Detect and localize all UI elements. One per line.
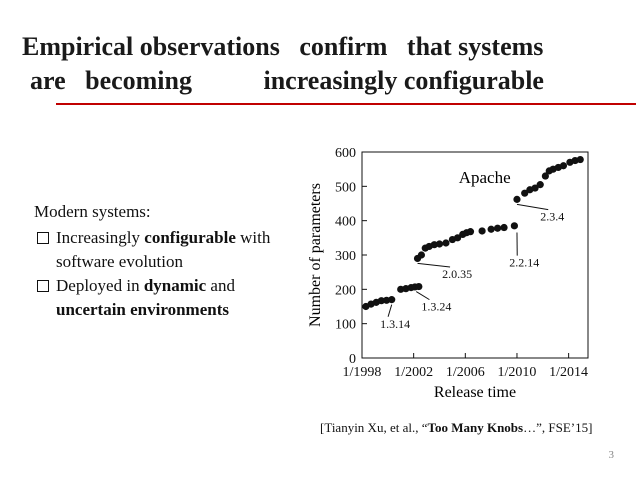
data-point: [478, 227, 486, 235]
x-tick-label: 1/2010: [498, 365, 537, 380]
data-point: [453, 234, 462, 242]
checkbox-bullet-icon: [37, 232, 49, 244]
slide-title-line-1: Empirical observations confirm that syst…: [22, 32, 544, 61]
annotation-label: 2.0.35: [442, 267, 472, 281]
data-point: [510, 222, 518, 230]
x-tick-label: 1/2014: [549, 365, 588, 380]
data-point: [559, 162, 568, 170]
annotation-arrow: [516, 203, 549, 211]
annotation-arrow: [415, 291, 430, 301]
bullet-text: Deployed in dynamic and uncertain enviro…: [56, 276, 235, 319]
annotation-label: 2.2.14: [509, 256, 539, 270]
chart-title: Apache: [459, 168, 511, 187]
annotation-label: 1.3.14: [380, 317, 410, 331]
y-tick-label: 100: [335, 318, 356, 333]
y-tick-label: 600: [335, 146, 356, 161]
chart-ticks: 0 100 200 300 400 500 600 1/1998 1/2002 1/2006 1/2…: [335, 146, 588, 380]
bullet-lead: Modern systems:: [34, 202, 151, 221]
x-tick-label: 1/2002: [394, 365, 433, 380]
data-point: [513, 195, 521, 203]
data-point: [536, 181, 544, 189]
apache-parameters-chart: 0 100 200 300 400 500 600 1/1998 1/2002 1/2006 1/2…: [307, 146, 589, 401]
y-tick-label: 300: [335, 249, 356, 264]
citation: [Tianyin Xu, et al., “Too Many Knobs…”, …: [320, 420, 593, 435]
bullet-text: Increasingly configurable with software …: [56, 228, 271, 271]
data-point: [494, 224, 502, 232]
y-axis-label: Number of parameters: [307, 183, 324, 327]
data-point: [415, 282, 423, 291]
y-tick-label: 400: [335, 215, 356, 230]
slide-title-line-2: are becoming increasingly configurable: [30, 66, 544, 95]
y-tick-label: 500: [335, 180, 356, 195]
checkbox-bullet-icon: [37, 280, 49, 292]
bullet-item-configurable: Increasingly configurable with software …: [34, 226, 294, 274]
x-tick-label: 1/2006: [446, 365, 485, 380]
y-tick-label: 200: [335, 283, 356, 298]
data-point: [521, 189, 529, 197]
y-tick-label: 0: [349, 352, 356, 367]
data-point: [377, 297, 385, 305]
data-point: [531, 184, 539, 192]
chart-annotations: 1.3.14 1.3.24 2.0.35 2.2.14 2.3.4: [380, 203, 564, 331]
data-point: [541, 172, 549, 180]
data-point: [435, 240, 444, 248]
chart-points: [362, 155, 584, 311]
data-point: [487, 225, 495, 233]
data-point: [500, 223, 508, 232]
data-point: [388, 296, 396, 304]
bullet-item-dynamic: Deployed in dynamic and uncertain enviro…: [34, 274, 294, 322]
annotation-arrow: [387, 304, 393, 317]
data-point: [417, 251, 426, 259]
annotation-label: 1.3.24: [421, 300, 451, 314]
data-point: [442, 239, 450, 247]
data-point: [466, 228, 475, 236]
page-number: 3: [608, 449, 615, 461]
x-tick-label: 1/1998: [343, 365, 382, 380]
bullet-list: Modern systems: Increasingly configurabl…: [34, 200, 294, 322]
annotation-label: 2.3.4: [540, 210, 564, 224]
x-axis-label: Release time: [434, 384, 516, 401]
annotation-arrow: [417, 262, 451, 268]
title-underline: [56, 103, 636, 105]
data-point: [576, 155, 584, 164]
